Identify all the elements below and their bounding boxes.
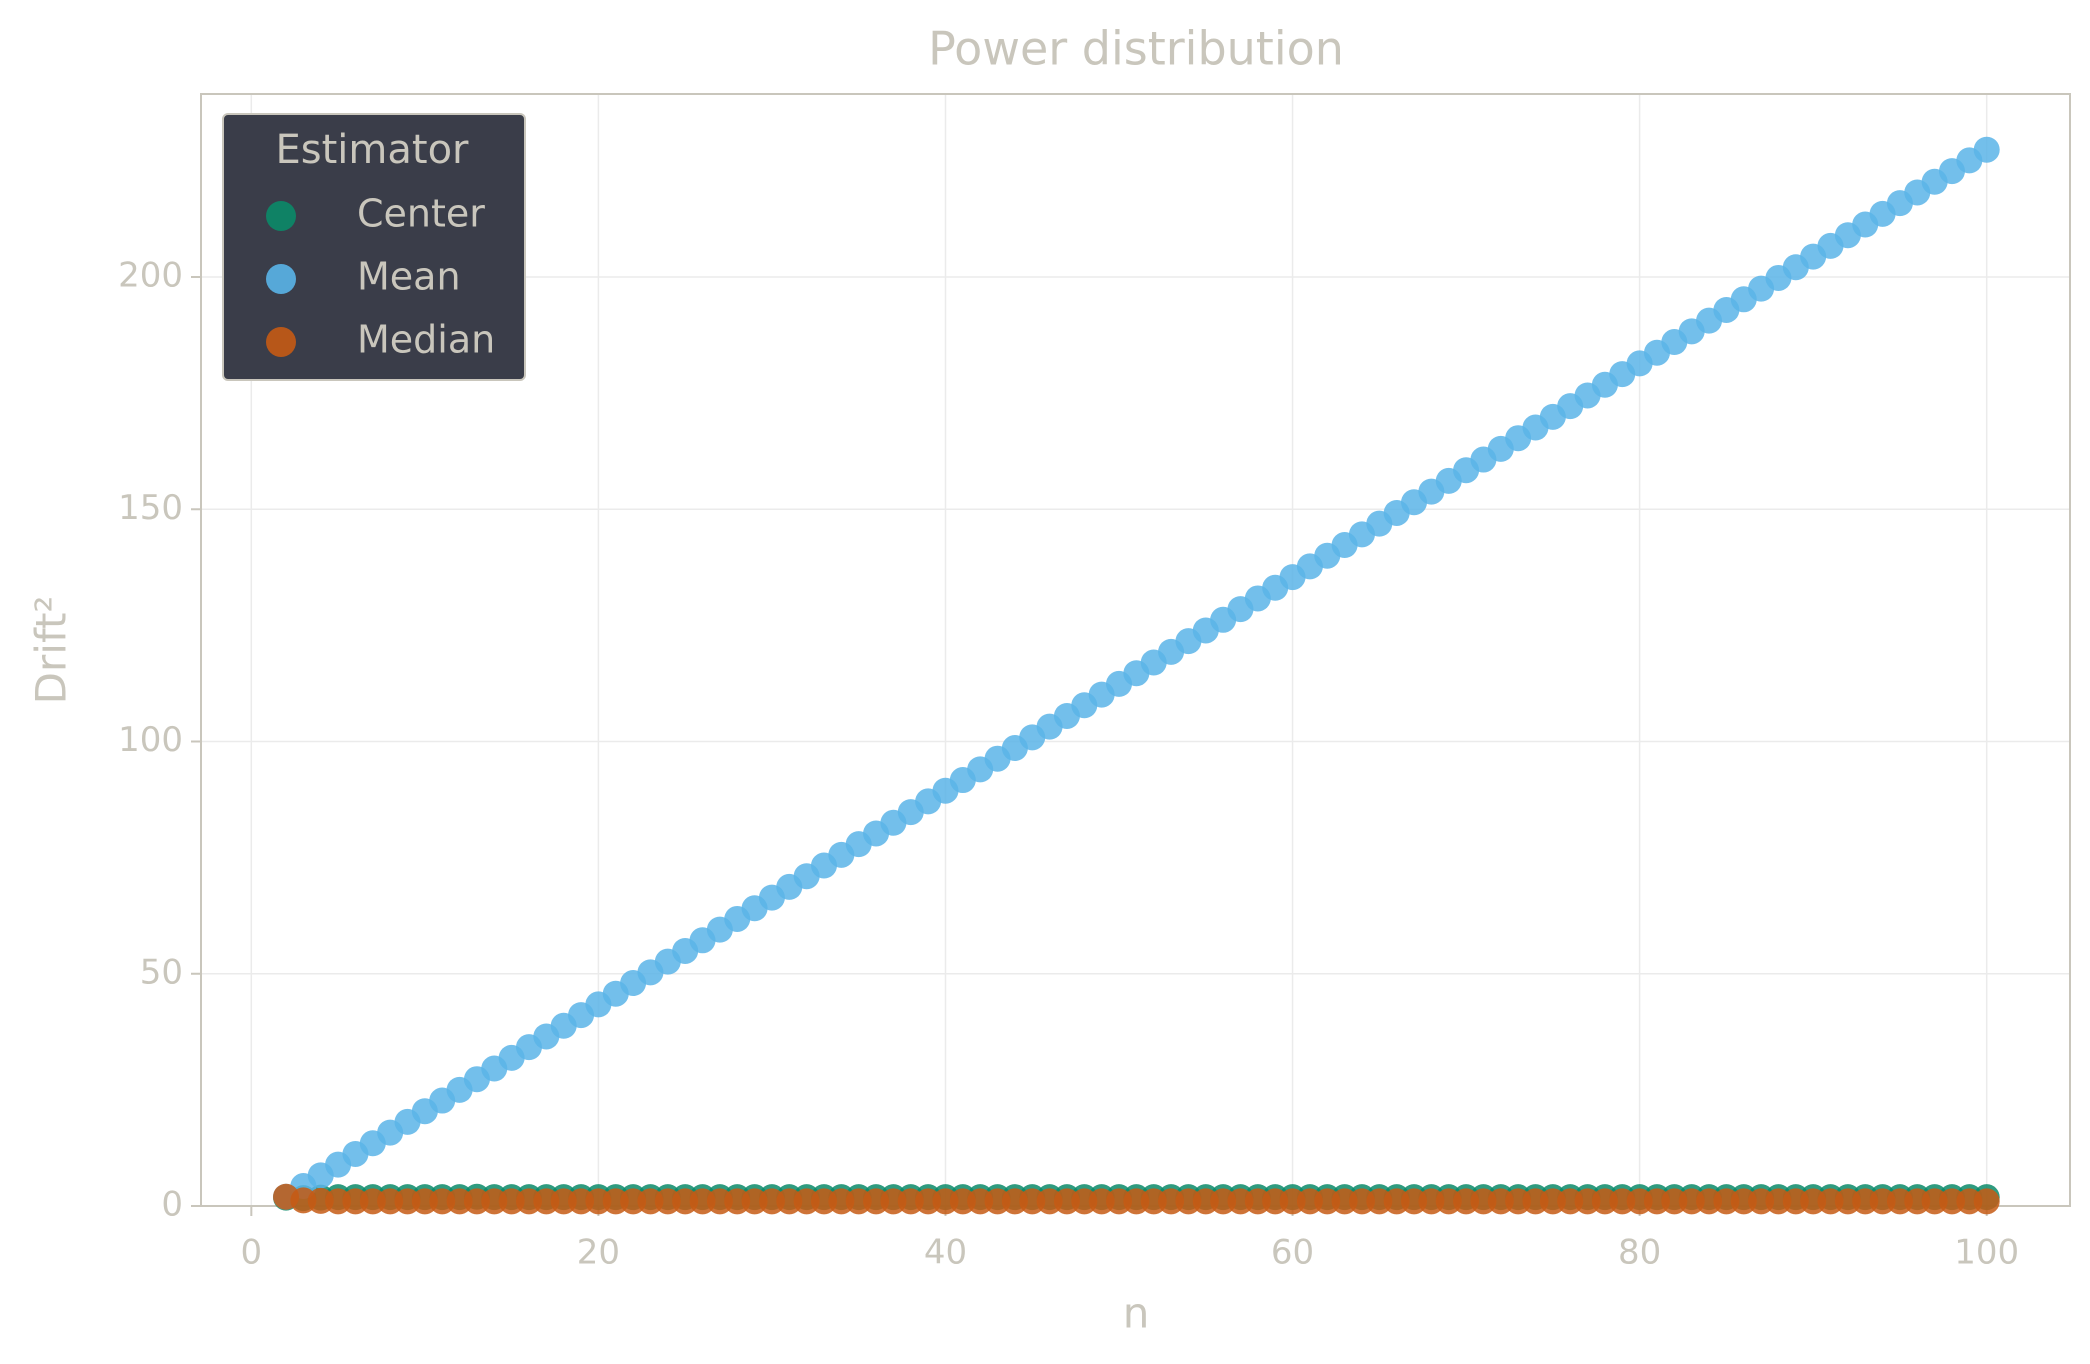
chart-title: Power distribution xyxy=(928,22,1344,76)
y-axis-label: Drift² xyxy=(27,596,76,705)
x-tick-label: 60 xyxy=(1271,1233,1314,1273)
y-tick-label: 200 xyxy=(118,256,183,296)
y-tick-label: 150 xyxy=(118,488,183,528)
x-axis-label: n xyxy=(1123,1289,1150,1338)
point xyxy=(1973,136,2000,163)
legend-marker xyxy=(266,201,296,231)
legend-label: Center xyxy=(357,192,485,236)
y-tick-label: 0 xyxy=(161,1185,183,1225)
x-tick-label: 80 xyxy=(1618,1233,1661,1273)
legend-label: Mean xyxy=(357,255,461,299)
legend-marker xyxy=(266,264,296,294)
y-tick-label: 100 xyxy=(118,720,183,760)
x-tick-label: 20 xyxy=(577,1233,620,1273)
point xyxy=(1973,1188,2000,1215)
legend-title: Estimator xyxy=(276,127,470,173)
x-tick-label: 100 xyxy=(1954,1233,2019,1273)
legend-label: Median xyxy=(357,318,495,362)
y-tick-label: 50 xyxy=(140,952,183,992)
x-tick-label: 40 xyxy=(924,1233,967,1273)
legend-marker xyxy=(266,327,296,357)
x-tick-label: 0 xyxy=(241,1233,263,1273)
legend-box xyxy=(222,113,526,381)
